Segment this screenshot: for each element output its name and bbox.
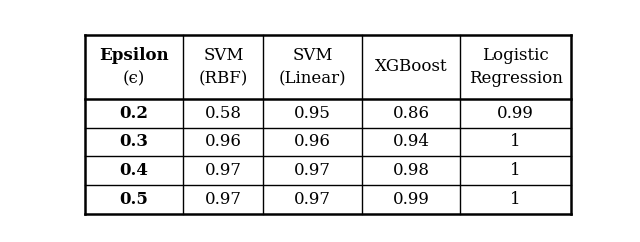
Text: (ϵ): (ϵ) [123,70,145,87]
Text: 0.86: 0.86 [392,105,429,122]
Text: 0.99: 0.99 [497,105,534,122]
Text: XGBoost: XGBoost [375,58,447,75]
Text: 0.96: 0.96 [205,133,242,151]
Text: 0.94: 0.94 [392,133,429,151]
Text: 0.95: 0.95 [294,105,331,122]
Text: 0.97: 0.97 [294,162,331,179]
Text: 0.2: 0.2 [120,105,148,122]
Text: 0.96: 0.96 [294,133,331,151]
Text: 1: 1 [510,162,521,179]
Text: Regression: Regression [468,70,563,87]
Text: 0.4: 0.4 [120,162,148,179]
Text: 0.98: 0.98 [392,162,429,179]
Text: (Linear): (Linear) [279,70,346,87]
Text: Logistic: Logistic [483,47,549,64]
Text: 0.97: 0.97 [294,191,331,208]
Text: 0.99: 0.99 [392,191,429,208]
Text: 0.97: 0.97 [205,162,242,179]
Text: 0.58: 0.58 [205,105,242,122]
Text: (RBF): (RBF) [198,70,248,87]
Text: SVM: SVM [203,47,244,64]
Text: 0.3: 0.3 [120,133,148,151]
Text: 0.97: 0.97 [205,191,242,208]
Text: 0.5: 0.5 [120,191,148,208]
Text: Epsilon: Epsilon [99,47,169,64]
Text: SVM: SVM [292,47,333,64]
Text: 1: 1 [510,133,521,151]
Text: 1: 1 [510,191,521,208]
